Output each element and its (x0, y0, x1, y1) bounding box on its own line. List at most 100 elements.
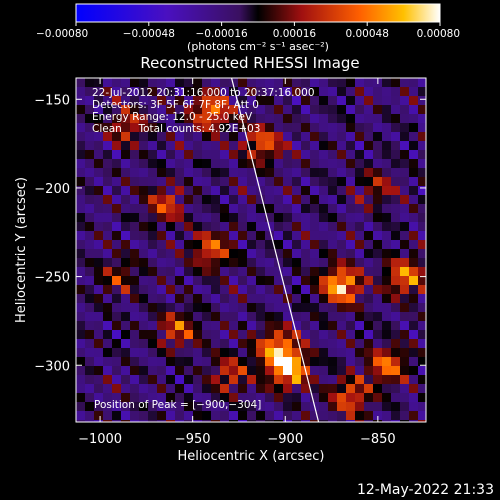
heatmap-cell (193, 312, 202, 321)
heatmap-cell (319, 348, 328, 357)
heatmap-cell (175, 312, 184, 321)
heatmap-cell (373, 87, 382, 96)
heatmap-cell (76, 114, 85, 123)
heatmap-cell (256, 276, 265, 285)
heatmap-cell (247, 267, 256, 276)
heatmap-cell (94, 366, 103, 375)
heatmap-cell (382, 366, 391, 375)
heatmap-cell (175, 339, 184, 348)
heatmap-cell (292, 195, 301, 204)
heatmap-cell (85, 294, 94, 303)
heatmap-cell (283, 357, 292, 366)
heatmap-cell (400, 105, 409, 114)
heatmap-cell (283, 150, 292, 159)
heatmap-cell (274, 420, 283, 422)
heatmap-cell (265, 276, 274, 285)
heatmap-cell (130, 231, 139, 240)
annotation-counts: Clean Total counts: 4.92E+03 (92, 123, 261, 135)
heatmap-cell (256, 312, 265, 321)
heatmap-cell (157, 258, 166, 267)
heatmap-cell (85, 204, 94, 213)
heatmap-cell (283, 339, 292, 348)
heatmap-cell (85, 357, 94, 366)
heatmap-cell (400, 222, 409, 231)
heatmap-cell (103, 285, 112, 294)
heatmap-cell (202, 141, 211, 150)
heatmap-cell (328, 141, 337, 150)
heatmap-cell (355, 186, 364, 195)
heatmap-cell (301, 348, 310, 357)
heatmap-cell (301, 411, 310, 420)
heatmap-cell (418, 150, 426, 159)
heatmap-cell (391, 330, 400, 339)
heatmap-cell (103, 177, 112, 186)
heatmap-cell (193, 114, 202, 123)
heatmap-cell (373, 393, 382, 402)
heatmap-cell (337, 168, 346, 177)
heatmap-cell (292, 357, 301, 366)
x-tick-label: −950 (175, 432, 211, 447)
heatmap-cell (148, 78, 157, 87)
heatmap-cell (274, 249, 283, 258)
y-tick-label: −250 (34, 271, 70, 286)
heatmap-cell (391, 114, 400, 123)
heatmap-cell (130, 294, 139, 303)
heatmap-cell (292, 366, 301, 375)
heatmap-cell (139, 195, 148, 204)
heatmap-cell (283, 384, 292, 393)
heatmap-cell (283, 114, 292, 123)
heatmap-cell (418, 114, 426, 123)
y-tick-label: −300 (34, 359, 70, 374)
colorbar-ticks: −0.00080 −0.00048 −0.00016 0.00016 0.00048 0.… (36, 22, 460, 40)
heatmap-cell (247, 285, 256, 294)
heatmap-cell (130, 186, 139, 195)
heatmap-cell (382, 159, 391, 168)
heatmap-cell (355, 321, 364, 330)
heatmap-cell (157, 312, 166, 321)
heatmap-cell (355, 267, 364, 276)
heatmap-cell (76, 222, 85, 231)
heatmap-cell (76, 366, 85, 375)
heatmap-cell (364, 132, 373, 141)
heatmap-cell (328, 195, 337, 204)
heatmap-cell (220, 195, 229, 204)
heatmap-cell (283, 105, 292, 114)
heatmap-cell (328, 357, 337, 366)
heatmap-cell (274, 411, 283, 420)
heatmap-cell (166, 384, 175, 393)
heatmap-cell (409, 240, 418, 249)
heatmap-cell (418, 213, 426, 222)
heatmap-cell (301, 402, 310, 411)
heatmap-cell (103, 402, 112, 411)
heatmap-cell (184, 294, 193, 303)
heatmap-cell (157, 375, 166, 384)
heatmap-cell (211, 204, 220, 213)
heatmap-cell (256, 132, 265, 141)
heatmap-cell (211, 312, 220, 321)
heatmap-cell (274, 177, 283, 186)
heatmap-cell (184, 312, 193, 321)
annotation-time: 22-Jul-2012 20:31:16.000 to 20:37:16.000 (92, 87, 315, 99)
heatmap-cell (148, 267, 157, 276)
heatmap-cell (283, 186, 292, 195)
heatmap-cell (256, 285, 265, 294)
heatmap-cell (112, 150, 121, 159)
heatmap-cell (256, 303, 265, 312)
heatmap-cell (391, 123, 400, 132)
heatmap-cell (94, 375, 103, 384)
heatmap-cell (418, 87, 426, 96)
heatmap-cell (283, 375, 292, 384)
heatmap-cell (157, 276, 166, 285)
heatmap-cell (103, 411, 112, 420)
heatmap-cell (130, 240, 139, 249)
heatmap-cell (148, 357, 157, 366)
heatmap-cell (184, 177, 193, 186)
heatmap-cell (238, 87, 247, 96)
heatmap-cell (292, 384, 301, 393)
heatmap-cell (256, 195, 265, 204)
heatmap-cell (121, 177, 130, 186)
heatmap-cell (139, 249, 148, 258)
heatmap-cell (400, 123, 409, 132)
heatmap-cell (112, 294, 121, 303)
heatmap-cell (157, 123, 166, 132)
